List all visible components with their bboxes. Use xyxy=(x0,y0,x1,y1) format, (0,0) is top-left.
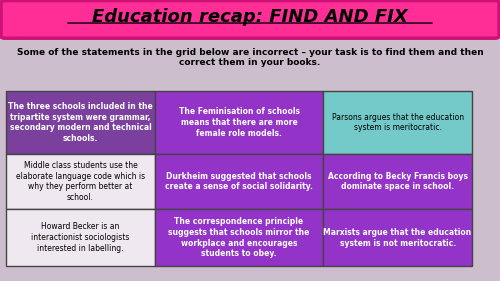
FancyBboxPatch shape xyxy=(323,91,472,154)
FancyBboxPatch shape xyxy=(155,209,323,266)
FancyBboxPatch shape xyxy=(323,209,472,266)
Text: Howard Becker is an
interactionist sociologists
interested in labelling.: Howard Becker is an interactionist socio… xyxy=(31,223,130,253)
Text: Marxists argue that the education
system is not meritocratic.: Marxists argue that the education system… xyxy=(324,228,472,248)
Text: Middle class students use the
elaborate language code which is
why they perform : Middle class students use the elaborate … xyxy=(16,161,145,202)
FancyBboxPatch shape xyxy=(1,1,499,38)
FancyBboxPatch shape xyxy=(155,154,323,209)
FancyBboxPatch shape xyxy=(155,91,323,154)
Text: According to Becky Francis boys
dominate space in school.: According to Becky Francis boys dominate… xyxy=(328,172,468,191)
FancyBboxPatch shape xyxy=(6,209,155,266)
Text: The Feminisation of schools
means that there are more
female role models.: The Feminisation of schools means that t… xyxy=(178,107,300,138)
FancyBboxPatch shape xyxy=(6,154,155,209)
FancyBboxPatch shape xyxy=(323,154,472,209)
Text: Parsons argues that the education
system is meritocratic.: Parsons argues that the education system… xyxy=(332,113,464,132)
Text: The three schools included in the
tripartite system were grammar,
secondary mode: The three schools included in the tripar… xyxy=(8,102,153,143)
Text: Education recap: FIND AND FIX: Education recap: FIND AND FIX xyxy=(92,8,408,26)
Text: Some of the statements in the grid below are incorrect – your task is to find th: Some of the statements in the grid below… xyxy=(16,48,483,67)
Text: The correspondence principle
suggests that schools mirror the
workplace and enco: The correspondence principle suggests th… xyxy=(168,217,310,258)
Text: Durkheim suggested that schools
create a sense of social solidarity.: Durkheim suggested that schools create a… xyxy=(165,172,313,191)
FancyBboxPatch shape xyxy=(6,91,155,154)
